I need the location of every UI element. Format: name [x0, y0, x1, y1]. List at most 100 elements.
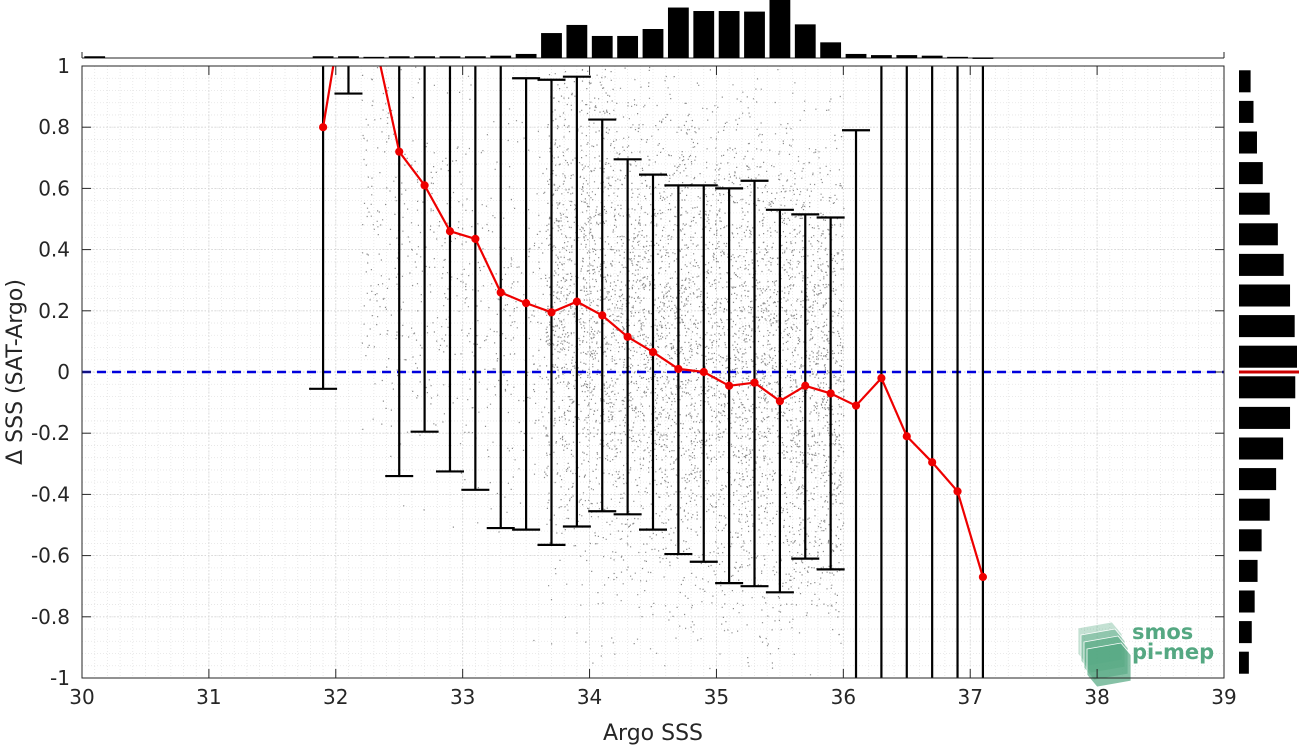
x-tick-label: 34 [577, 685, 602, 709]
y-tick-label: -0.2 [31, 421, 70, 445]
y-tick-label: 0.6 [38, 176, 70, 200]
y-tick-label: 0.8 [38, 115, 70, 139]
y-tick-label: 0.2 [38, 299, 70, 323]
axis-ticks [81, 65, 1225, 679]
right-histogram-bar [1239, 498, 1270, 521]
top-histogram-bar [921, 55, 943, 58]
median-point [699, 367, 708, 377]
right-histogram-bar [1239, 621, 1252, 644]
top-histogram-bar [794, 24, 816, 58]
top-histogram-bar [338, 56, 359, 58]
top-histogram-bar [439, 56, 461, 58]
median-point [674, 364, 683, 374]
x-tick-label: 33 [450, 685, 475, 709]
right-histogram-bar [1239, 437, 1284, 460]
median-point [420, 181, 429, 190]
top-histogram-bar [718, 11, 740, 58]
top-histogram-bar [541, 33, 562, 58]
right-histogram-bar [1239, 559, 1258, 582]
top-histogram-bar [744, 11, 765, 59]
y-tick-label: 0 [57, 360, 70, 384]
y-tick-label: 0.4 [38, 238, 70, 262]
y-axis-title: Δ SSS (SAT-Argo) [3, 279, 28, 465]
logo-text-line1: smos [1132, 620, 1193, 644]
top-histogram-bar [363, 56, 385, 59]
median-point [395, 147, 404, 156]
top-histogram [81, 0, 1225, 59]
median-point [725, 381, 734, 390]
x-tick-labels: 30 31 32 33 34 35 36 37 38 39 [69, 685, 1236, 709]
right-histogram-bar [1239, 70, 1251, 93]
x-tick-label: 32 [323, 685, 348, 709]
top-histogram-bar [693, 11, 715, 58]
median-series [318, 66, 988, 582]
x-tick-label: 37 [957, 685, 982, 709]
median-point [775, 396, 784, 406]
top-histogram-bar [896, 55, 918, 58]
top-histogram-bar [591, 35, 613, 58]
median-point [978, 572, 988, 582]
y-tick-label: -1 [50, 666, 70, 690]
logo-mark [1086, 642, 1132, 688]
x-tick-label: 31 [196, 685, 221, 709]
top-histogram-bar [845, 53, 867, 58]
top-histogram-bar [388, 56, 410, 58]
x-axis-title: Argo SSS [603, 721, 703, 746]
median-point [826, 389, 835, 398]
median-point [953, 487, 962, 496]
y-tick-label: 1 [57, 54, 70, 78]
x-tick-label: 35 [704, 685, 729, 709]
median-point [598, 311, 607, 320]
top-histogram-bar [617, 35, 639, 58]
median-point [496, 288, 505, 297]
median-point [801, 381, 810, 390]
top-histogram-bar [820, 42, 842, 58]
median-point [445, 227, 455, 236]
top-histogram-bar [490, 55, 512, 58]
top-histogram-bar [464, 56, 486, 58]
top-histogram-bar [566, 24, 588, 58]
right-histogram-bar [1239, 100, 1254, 123]
median-point [522, 299, 531, 308]
top-histogram-bar [769, 0, 791, 58]
median-point [547, 308, 556, 317]
right-histogram-bar [1239, 253, 1284, 276]
median-point [318, 123, 328, 132]
top-histogram-bar [84, 56, 106, 58]
right-histogram-bar [1239, 192, 1270, 215]
top-histogram-bar [947, 56, 968, 59]
right-histogram-bar [1239, 529, 1262, 552]
top-histogram-bar [414, 56, 436, 58]
right-histogram-bar [1239, 223, 1278, 246]
median-point [902, 432, 911, 441]
x-tick-label: 36 [831, 685, 856, 709]
median-point [471, 234, 480, 243]
right-histogram-bar [1239, 131, 1257, 154]
median-point [623, 332, 632, 341]
right-histogram-bar [1239, 376, 1296, 399]
median-point [928, 458, 937, 467]
x-tick-label: 38 [1084, 685, 1109, 709]
right-histogram-bar [1239, 590, 1255, 613]
x-tick-label: 30 [69, 685, 94, 709]
median-point [851, 401, 861, 410]
right-histogram-bar [1239, 162, 1263, 185]
x-tick-label: 39 [1211, 685, 1236, 709]
right-histogram [1239, 70, 1299, 674]
top-histogram-bar [515, 53, 537, 58]
top-histogram-bar [972, 57, 994, 59]
y-tick-label: -0.8 [31, 605, 70, 629]
median-point [877, 374, 886, 383]
right-histogram-bar [1239, 315, 1295, 338]
right-histogram-bar [1239, 406, 1291, 429]
median-point [750, 378, 759, 387]
median-point [572, 297, 581, 306]
y-tick-labels: -1 -0.8 -0.6 -0.4 -0.2 0 0.2 0.4 0.6 0.8 1 [31, 54, 70, 690]
median-point [648, 348, 658, 357]
right-histogram-bar [1239, 284, 1291, 307]
right-histogram-bar [1239, 651, 1249, 674]
y-tick-label: -0.6 [31, 544, 70, 568]
top-histogram-bar [642, 29, 664, 58]
